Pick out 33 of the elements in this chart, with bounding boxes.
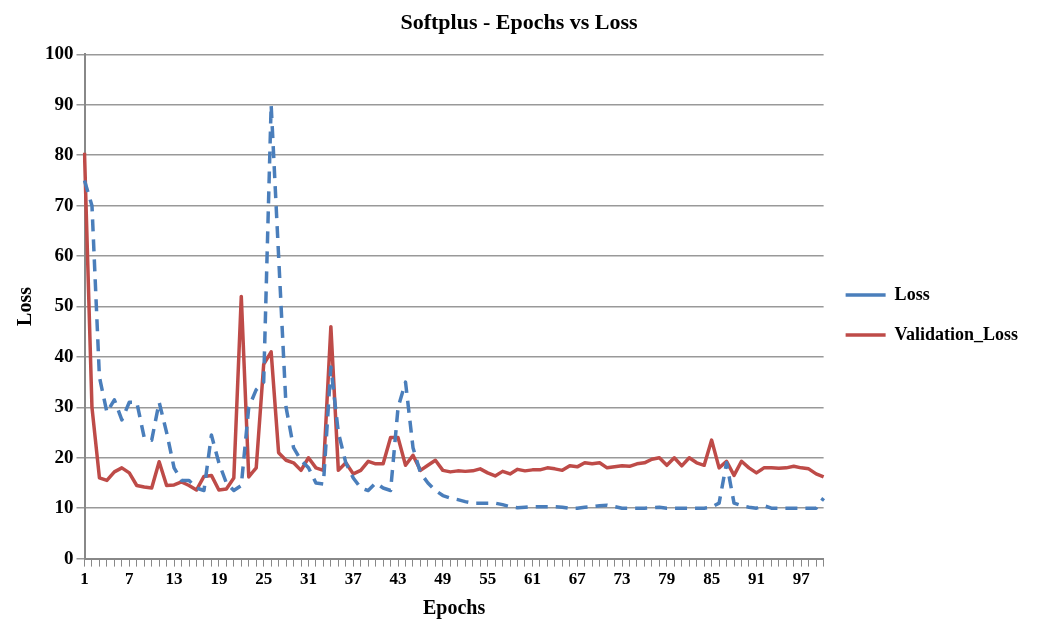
y-tick-label: 60 [54, 243, 74, 265]
legend-label: Loss [894, 283, 930, 304]
x-tick-label: 85 [703, 569, 721, 589]
y-axis-title: Loss [13, 286, 36, 326]
x-tick-label: 97 [792, 569, 811, 589]
y-tick-label: 100 [45, 42, 74, 64]
x-tick-label: 49 [434, 569, 452, 589]
y-tick-label: 10 [54, 496, 74, 518]
y-tick-label: 0 [64, 546, 74, 568]
x-tick-label: 19 [210, 569, 228, 589]
legend-label: Validation_Loss [894, 323, 1019, 344]
x-tick-label: 61 [523, 569, 541, 589]
x-tick-label: 37 [344, 569, 363, 589]
x-tick-label: 73 [613, 569, 631, 589]
x-axis-title: Epochs [422, 596, 486, 620]
x-tick-label: 43 [389, 569, 407, 589]
y-tick-label: 80 [54, 143, 74, 165]
x-tick-label: 1 [80, 569, 89, 589]
chart-title: Softplus - Epochs vs Loss [400, 8, 639, 34]
x-tick-label: 13 [165, 569, 183, 589]
y-tick-label: 70 [54, 193, 74, 215]
x-tick-label: 25 [255, 569, 273, 589]
x-tick-label: 7 [125, 569, 135, 589]
y-tick-label: 20 [54, 445, 74, 467]
x-tick-label: 91 [747, 569, 765, 589]
y-tick-label: 40 [54, 344, 74, 366]
x-tick-label: 67 [568, 569, 587, 589]
y-tick-label: 30 [54, 395, 74, 417]
y-tick-label: 90 [54, 92, 74, 114]
x-tick-label: 55 [479, 569, 497, 589]
y-tick-label: 50 [54, 294, 74, 316]
x-tick-label: 79 [658, 569, 676, 589]
x-tick-label: 31 [299, 569, 317, 589]
